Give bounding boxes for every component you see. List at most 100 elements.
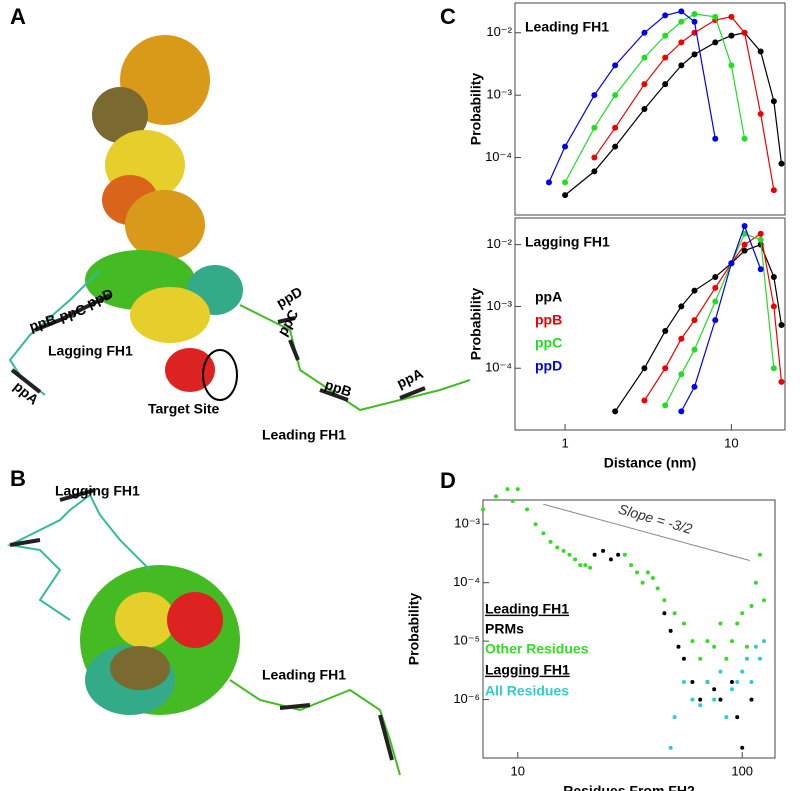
prm-label: ppC xyxy=(274,307,301,339)
scatter-point xyxy=(718,621,723,626)
line-point xyxy=(662,32,669,39)
line-point xyxy=(770,98,777,105)
legend-entry: Other Residues xyxy=(485,641,589,657)
prm-label: ppB xyxy=(323,376,354,400)
scatter-point xyxy=(601,548,606,553)
prm-label: ppA xyxy=(394,365,425,391)
reference-line xyxy=(543,503,750,561)
line-point xyxy=(757,48,764,55)
line-point xyxy=(770,303,777,310)
line-point xyxy=(662,54,669,61)
y-tick-label: 10⁻³ xyxy=(486,298,512,313)
line-point xyxy=(612,408,619,415)
scatter-point xyxy=(567,552,572,557)
line-point xyxy=(612,124,619,131)
line-point xyxy=(691,346,698,353)
scatter-point xyxy=(662,611,667,616)
line-point xyxy=(712,273,719,280)
scatter-point xyxy=(698,703,703,708)
line-point xyxy=(678,303,685,310)
y-tick-label: 10⁻² xyxy=(486,24,512,39)
line-point xyxy=(691,10,698,17)
scatter-point xyxy=(757,552,762,557)
scatter-point xyxy=(561,548,566,553)
chart-title: Leading FH1 xyxy=(525,19,609,35)
series-line xyxy=(680,224,762,412)
line-point xyxy=(728,32,735,39)
line-point xyxy=(712,284,719,291)
y-tick-label: 10⁻⁶ xyxy=(453,691,480,706)
scatter-point xyxy=(698,697,703,702)
line-point xyxy=(662,365,669,372)
plot-frame xyxy=(514,2,786,216)
line-point xyxy=(691,18,698,25)
scatter-point xyxy=(548,539,553,544)
line-point xyxy=(678,18,685,25)
x-tick-label: 10 xyxy=(511,763,525,778)
line-point xyxy=(770,187,777,194)
scatter-point xyxy=(735,679,740,684)
line-point xyxy=(641,365,648,372)
line-point xyxy=(741,223,748,230)
scatter-point xyxy=(672,611,677,616)
scatter-point xyxy=(681,656,686,661)
scatter-point xyxy=(718,697,723,702)
scatter-point xyxy=(705,639,710,644)
y-tick-label: 10⁻² xyxy=(486,236,512,251)
fh1-label: Lagging FH1 xyxy=(55,483,140,499)
line-point xyxy=(728,62,735,69)
line-point xyxy=(641,397,648,404)
prm-label: ppA xyxy=(11,378,42,408)
scatter-point xyxy=(676,644,681,649)
series-line xyxy=(614,243,783,412)
line-point xyxy=(612,92,619,99)
line-point xyxy=(612,143,619,150)
scatter-point xyxy=(705,679,710,684)
line-point xyxy=(712,317,719,324)
line-point xyxy=(757,230,764,237)
line-point xyxy=(678,62,685,69)
scatter-point xyxy=(668,745,673,750)
scatter-point xyxy=(718,669,723,674)
line-point xyxy=(678,408,685,415)
y-tick-label: 10⁻⁵ xyxy=(453,633,480,648)
scatter-point xyxy=(724,656,729,661)
scatter-point xyxy=(645,570,650,575)
charts: 10⁻⁴ 10⁻³ 10⁻² Probability Leading FH1 10⁻⁴ 10… xyxy=(406,2,786,791)
line-point xyxy=(678,371,685,378)
legend-entry: ppA xyxy=(535,289,562,305)
legend-group: Leading FH1 xyxy=(485,601,569,617)
scatter-point xyxy=(533,522,538,527)
annotation: Slope = -3/2 xyxy=(617,501,695,537)
legend-entry: PRMs xyxy=(485,621,524,637)
line-point xyxy=(741,135,748,142)
y-tick-label: 10⁻³ xyxy=(486,87,512,102)
scatter-point xyxy=(690,697,695,702)
scatter-point xyxy=(662,598,667,603)
scatter-point xyxy=(729,679,734,684)
legend-entry: ppB xyxy=(535,312,562,328)
scatter-point xyxy=(757,656,762,661)
line-point xyxy=(678,335,685,342)
scatter-point xyxy=(541,531,546,536)
line-point xyxy=(591,92,598,99)
scatter-point xyxy=(735,715,740,720)
line-point xyxy=(778,378,785,385)
scatter-point xyxy=(740,611,745,616)
line-point xyxy=(662,12,669,19)
scatter-point xyxy=(635,570,640,575)
scatter-point xyxy=(583,563,588,568)
line-point xyxy=(712,39,719,46)
scatter-point xyxy=(729,687,734,692)
plot-frame xyxy=(514,217,786,431)
scatter-point xyxy=(573,557,578,562)
molecule-a xyxy=(8,35,471,412)
fh1-label: Leading FH1 xyxy=(262,427,346,443)
scatter-point xyxy=(650,576,655,581)
y-axis-label: Probability xyxy=(468,73,484,146)
line-point xyxy=(778,322,785,329)
scatter-point xyxy=(744,656,749,661)
line-point xyxy=(712,135,719,142)
scatter-point xyxy=(592,552,597,557)
